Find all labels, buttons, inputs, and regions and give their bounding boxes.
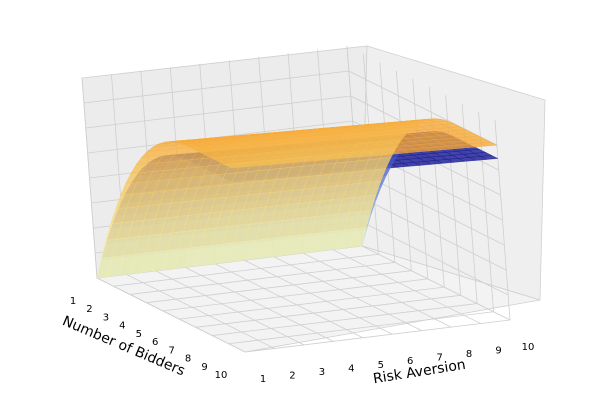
y-axis-label: Risk Aversion	[372, 357, 467, 387]
x-tick-label: 9	[201, 362, 207, 373]
y-tick-label: 1	[260, 374, 266, 385]
left-wall-gridline-z	[85, 95, 351, 129]
x-tick-label: 7	[168, 345, 174, 356]
x-tick-label: 1	[70, 296, 76, 307]
x-tick-label: 3	[103, 312, 109, 323]
left-wall-gridline-z	[87, 120, 353, 154]
floor-gridline-x	[212, 303, 478, 336]
y-tick-label: 3	[319, 367, 325, 378]
right-wall-gridline-z	[359, 220, 509, 296]
x-tick-label: 4	[119, 321, 125, 332]
x-tick-label: 5	[136, 329, 142, 340]
floor-gridline-x	[146, 270, 412, 304]
floor-gridline-y	[214, 263, 363, 339]
right-wall-gridline-z	[348, 70, 498, 146]
left-wall-gridline-z	[83, 70, 349, 104]
floor-gridline-y	[332, 249, 481, 324]
y-tick-label: 9	[495, 346, 501, 357]
floor-gridline-x	[195, 294, 461, 328]
floor-gridline-y	[185, 266, 334, 342]
y-tick-label: 7	[436, 353, 442, 364]
floor-gridline-y	[302, 252, 452, 328]
floor-gridline-y	[273, 256, 422, 332]
x-tick-label: 2	[86, 304, 92, 315]
y-tick-label: 6	[407, 356, 413, 367]
floor-gridline-x	[179, 286, 445, 320]
y-tick-label: 2	[289, 370, 295, 381]
surface-patch	[350, 227, 367, 248]
x-tick-label: 6	[152, 337, 158, 348]
surface-series-2	[96, 118, 498, 279]
floor-gridline-x	[228, 311, 494, 345]
floor-gridline-y	[155, 270, 305, 346]
floor-gridline-x	[129, 262, 395, 295]
x-tick-label: 10	[215, 370, 228, 381]
y-tick-label: 8	[466, 349, 472, 360]
floor-gridline-x	[162, 278, 428, 312]
floor-gridline-y	[126, 274, 275, 349]
y-tick-label: 5	[378, 360, 384, 371]
floor-gridline-y	[96, 277, 246, 353]
floor-gridline-y	[244, 259, 393, 335]
floor-gridline-y	[361, 245, 511, 321]
y-tick-label: 10	[522, 342, 535, 353]
x-tick-label: 8	[185, 354, 191, 365]
right-wall-gridline-z	[358, 195, 507, 271]
floor-gridline-x	[244, 319, 511, 353]
y-tick-label: 4	[348, 363, 354, 374]
floor-gridline-x	[113, 253, 379, 287]
surfaces	[96, 118, 499, 279]
